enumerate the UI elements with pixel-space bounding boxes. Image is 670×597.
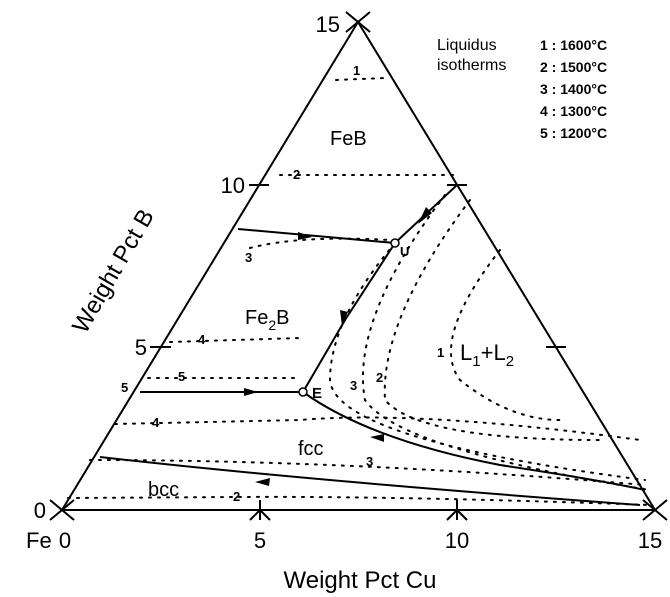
region-label-part: L xyxy=(460,340,472,365)
region-label: Fe2B xyxy=(245,307,289,333)
isotherm-label: 5 xyxy=(121,380,128,395)
isotherm-label: 3 xyxy=(366,454,373,469)
left-tick: 5 xyxy=(135,335,147,360)
bottom-axis-label: Weight Pct Cu xyxy=(284,567,437,594)
point-label: U xyxy=(400,244,409,259)
left-tick: 0 xyxy=(34,498,46,523)
point-u xyxy=(390,238,400,248)
corner-label: Fe xyxy=(26,528,52,553)
left-axis-label: Weight Pct B xyxy=(67,205,160,338)
legend-item: 1 : 1600°C xyxy=(540,37,607,53)
isotherm-label: 4 xyxy=(198,332,206,347)
region-label-part: 2 xyxy=(506,353,514,370)
isotherms xyxy=(67,77,651,506)
legend-title: Liquidus xyxy=(437,37,497,54)
isotherm-label: 2 xyxy=(376,370,383,385)
tick-marks xyxy=(49,11,668,521)
bottom-tick: 15 xyxy=(638,528,662,553)
isotherm-label: 1 xyxy=(353,63,360,78)
region-label-part: 2 xyxy=(268,317,276,333)
triangle-outline xyxy=(60,20,657,511)
boundary-lines xyxy=(99,184,646,506)
left-tick: 10 xyxy=(221,173,245,198)
bottom-tick: 5 xyxy=(254,528,266,553)
isotherm-label: 1 xyxy=(437,345,444,360)
isotherm-label: 2 xyxy=(233,489,240,504)
legend-item: 5 : 1200°C xyxy=(540,125,607,141)
bottom-tick: 0 xyxy=(59,528,71,553)
legend-item: 3 : 1400°C xyxy=(540,81,607,97)
region-label: FeB xyxy=(330,128,367,150)
region-label: L1+L2 xyxy=(460,340,514,370)
left-tick: 15 xyxy=(316,12,340,37)
isotherm-label: 4 xyxy=(152,415,160,430)
region-label: bcc xyxy=(148,479,179,501)
region-label-part: Fe xyxy=(245,307,268,329)
point-label: E xyxy=(312,385,322,402)
isotherm-label: 3 xyxy=(350,378,357,393)
legend-title: isotherms xyxy=(437,57,506,74)
point-e xyxy=(298,387,308,397)
region-label-part: +L xyxy=(481,340,506,365)
isotherm-label: 5 xyxy=(178,369,185,384)
region-label-part: 1 xyxy=(472,353,480,370)
region-label: fcc xyxy=(298,438,324,460)
legend-item: 4 : 1300°C xyxy=(540,103,607,119)
isotherm-label: 3 xyxy=(245,250,252,265)
region-label-part: B xyxy=(276,307,289,329)
bottom-tick: 10 xyxy=(445,528,469,553)
triangle xyxy=(49,11,668,521)
isotherm-label: 2 xyxy=(293,167,300,182)
legend-item: 2 : 1500°C xyxy=(540,59,607,75)
